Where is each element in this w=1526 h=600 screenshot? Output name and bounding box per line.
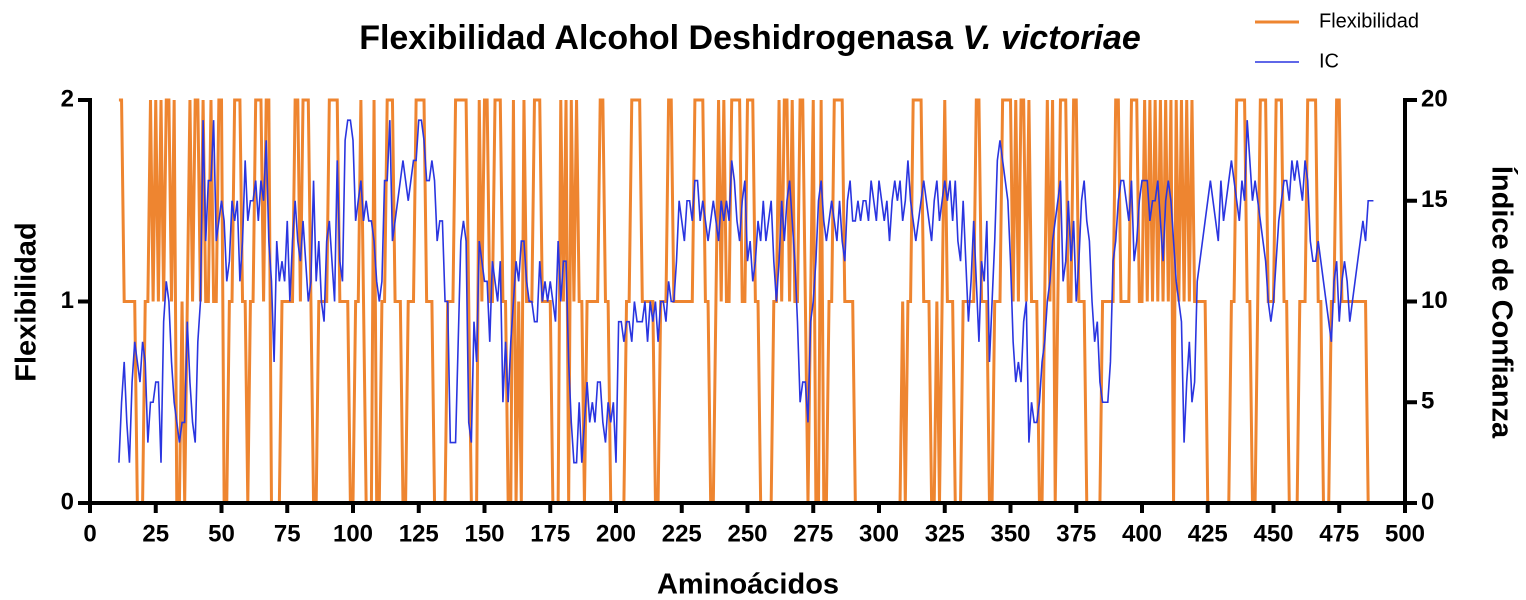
title-italic: V. victoriae <box>963 19 1141 57</box>
chart-title: Flexibilidad Alcohol Deshidrogenasa V. v… <box>359 19 1141 57</box>
line-1 <box>118 119 1374 464</box>
x-tick-label: 0 <box>83 520 96 547</box>
x-tick-label: 400 <box>1122 520 1162 547</box>
y-tick-label: 1 <box>61 287 74 314</box>
y2-tick-label: 5 <box>1421 388 1434 415</box>
x-tick-label: 125 <box>399 520 439 547</box>
x-tick-label: 150 <box>464 520 504 547</box>
x-tick-label: 300 <box>859 520 899 547</box>
x-tick-label: 250 <box>727 520 767 547</box>
x-tick-label: 50 <box>208 520 235 547</box>
y2-tick-label: 0 <box>1421 488 1434 515</box>
x-axis-title: Aminoácidos <box>657 569 839 600</box>
y2-tick-label: 20 <box>1421 85 1448 112</box>
title-main: Flexibilidad Alcohol Deshidrogenasa <box>359 19 954 57</box>
x-tick-label: 450 <box>1253 520 1293 547</box>
x-tick-label: 75 <box>274 520 301 547</box>
x-tick-label: 100 <box>333 520 373 547</box>
y-tick-label: 0 <box>61 488 74 515</box>
y2-axis-title: Índice de Confianza <box>1485 166 1519 439</box>
x-tick-label: 375 <box>1056 520 1096 547</box>
x-tick-label: 25 <box>142 520 169 547</box>
y-axis-title: Flexibilidad <box>11 222 43 382</box>
x-tick-label: 350 <box>990 520 1030 547</box>
x-tick-label: 475 <box>1319 520 1359 547</box>
x-tick-label: 500 <box>1385 520 1425 547</box>
legend-label: Flexibilidad <box>1319 10 1419 32</box>
x-tick-label: 275 <box>793 520 833 547</box>
x-tick-label: 175 <box>530 520 570 547</box>
line-0 <box>118 98 1374 505</box>
x-tick-label: 200 <box>596 520 636 547</box>
x-tick-label: 225 <box>662 520 702 547</box>
y-tick-label: 2 <box>61 85 74 112</box>
y2-tick-label: 10 <box>1421 287 1448 314</box>
y2-tick-label: 15 <box>1421 186 1448 213</box>
x-tick-label: 325 <box>925 520 965 547</box>
x-tick-label: 425 <box>1188 520 1228 547</box>
legend-label: IC <box>1319 50 1339 72</box>
